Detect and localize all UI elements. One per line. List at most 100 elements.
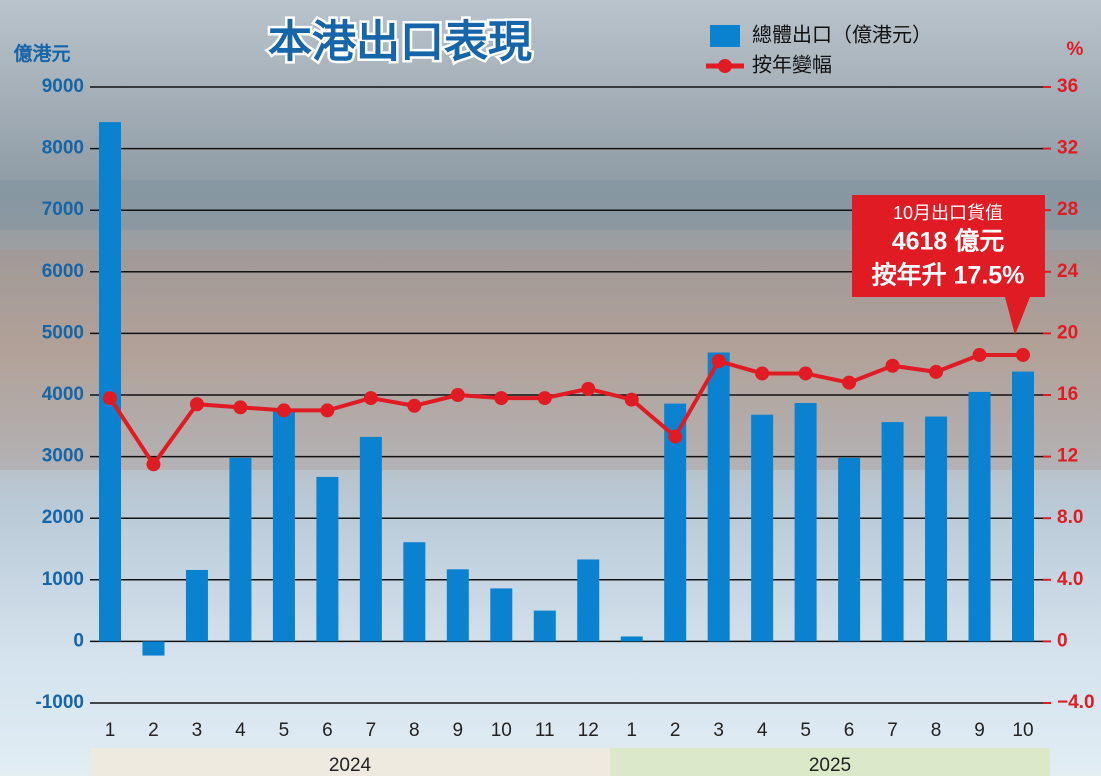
x-tick-label: 4 — [757, 720, 768, 741]
bar — [142, 641, 164, 655]
y2-tick-label: 12 — [1057, 446, 1078, 467]
y-tick-label: 5000 — [42, 322, 84, 343]
y2-tick-label: 20 — [1057, 322, 1078, 343]
legend-swatch — [710, 25, 740, 47]
bar — [490, 588, 512, 641]
point — [668, 430, 682, 444]
x-tick-label: 7 — [366, 720, 377, 741]
point — [625, 393, 639, 407]
annotation-text: 10月出口貨值 — [893, 203, 1003, 223]
point — [277, 403, 291, 417]
y-tick-label: 9000 — [42, 76, 84, 97]
y-axis-label: 億港元 — [13, 42, 70, 65]
y2-tick-label: 8.0 — [1057, 507, 1083, 528]
x-tick-label: 8 — [931, 720, 942, 741]
bar — [534, 611, 556, 642]
point — [146, 457, 160, 471]
bar — [229, 458, 251, 642]
x-tick-label: 6 — [322, 720, 333, 741]
point — [886, 359, 900, 373]
x-tick-label: 5 — [279, 720, 290, 741]
y2-tick-label: 24 — [1057, 261, 1079, 282]
x-tick-label: 2 — [670, 720, 681, 741]
point — [364, 391, 378, 405]
group-label: 2025 — [809, 755, 851, 776]
bar — [316, 477, 338, 641]
y2-tick-label: 28 — [1057, 199, 1078, 220]
point — [233, 400, 247, 414]
legend-label: 按年變幅 — [752, 53, 832, 76]
bar — [273, 409, 295, 642]
point — [407, 399, 421, 413]
y-tick-label: 6000 — [42, 261, 84, 282]
bar — [751, 415, 773, 642]
point — [973, 348, 987, 362]
point — [929, 365, 943, 379]
y-tick-label: 0 — [73, 630, 84, 651]
x-tick-label: 1 — [105, 720, 116, 741]
point — [842, 376, 856, 390]
bar — [99, 122, 121, 641]
x-tick-label: 5 — [800, 720, 811, 741]
point — [103, 391, 117, 405]
point — [1016, 348, 1030, 362]
y-tick-label: 3000 — [42, 446, 84, 467]
point — [494, 391, 508, 405]
point — [190, 397, 204, 411]
bar — [1012, 372, 1034, 642]
y-tick-label: -1000 — [35, 692, 84, 713]
y-tick-label: 7000 — [42, 199, 84, 220]
x-tick-label: 6 — [844, 720, 855, 741]
bar — [708, 352, 730, 641]
y-tick-label: 8000 — [42, 138, 84, 159]
y2-tick-label: −4.0 — [1057, 692, 1095, 713]
bar — [403, 542, 425, 641]
annotation-text: 4618 億元 — [892, 227, 1005, 256]
y2-tick-label: 32 — [1057, 138, 1078, 159]
x-tick-label: 10 — [1012, 720, 1033, 741]
legend-swatch — [718, 59, 732, 73]
bar — [186, 570, 208, 641]
bar — [795, 403, 817, 641]
bar — [447, 569, 469, 641]
y2-axis-label: % — [1067, 39, 1084, 60]
x-tick-label: 9 — [974, 720, 985, 741]
bar — [838, 458, 860, 642]
point — [799, 366, 813, 380]
chart: 本港出口表現 億港元 % 總體出口（億港元） 按年變幅 -10000100020… — [0, 0, 1101, 776]
y-tick-label: 1000 — [42, 569, 84, 590]
y2-tick-label: 0 — [1057, 630, 1068, 651]
x-tick-label: 8 — [409, 720, 420, 741]
bar — [577, 559, 599, 641]
group-label: 2024 — [329, 755, 372, 776]
legend-label: 總體出口（億港元） — [752, 23, 932, 46]
y-tick-label: 4000 — [42, 384, 84, 405]
x-tick-label: 10 — [491, 720, 512, 741]
point — [320, 403, 334, 417]
x-tick-label: 3 — [713, 720, 724, 741]
y2-tick-label: 4.0 — [1057, 569, 1083, 590]
x-tick-label: 7 — [887, 720, 898, 741]
point — [581, 382, 595, 396]
x-tick-label: 2 — [148, 720, 159, 741]
x-tick-label: 3 — [192, 720, 203, 741]
bar — [969, 392, 991, 641]
point — [451, 388, 465, 402]
y2-tick-label: 36 — [1057, 76, 1078, 97]
y2-tick-label: 16 — [1057, 384, 1078, 405]
bar — [925, 417, 947, 642]
chart-title: 本港出口表現 — [268, 18, 532, 67]
page: {"chart_data": {"type": "bar-line", "tit… — [0, 0, 1101, 776]
x-tick-label: 11 — [535, 720, 555, 741]
x-tick-label: 12 — [578, 720, 599, 741]
x-tick-label: 1 — [626, 720, 637, 741]
x-tick-label: 4 — [235, 720, 246, 741]
point — [712, 354, 726, 368]
bar — [882, 422, 904, 641]
y-tick-label: 2000 — [42, 507, 84, 528]
x-tick-label: 9 — [453, 720, 464, 741]
point — [755, 366, 769, 380]
bar — [621, 636, 643, 641]
point — [538, 391, 552, 405]
bar — [360, 437, 382, 642]
